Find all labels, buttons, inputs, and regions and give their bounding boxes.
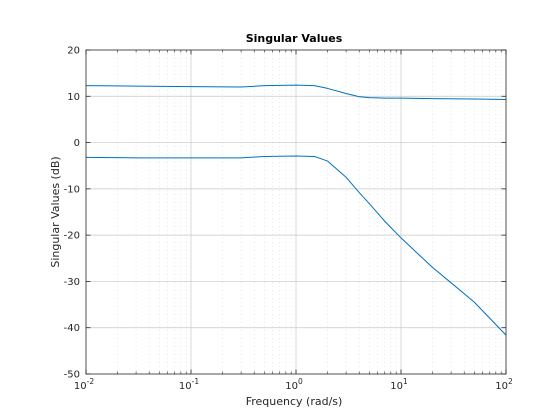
major-grid [86,50,506,374]
y-tick-label: -20 [64,231,80,242]
series-layer [85,84,507,336]
tick-marks [85,49,507,375]
x-tick-label: 10-1 [179,377,199,392]
x-tick-label: 101 [390,377,408,392]
x-tick-labels: 10-2 10-1 100 101 102 [74,377,513,392]
y-tick-label: 0 [74,138,80,149]
singular-value-line-2 [85,155,507,336]
y-tick-label: 20 [67,46,80,57]
y-tick-label: -10 [64,184,80,195]
x-tick-label: 100 [285,377,303,392]
x-tick-label: 10-2 [74,377,94,392]
y-tick-labels: 20 10 0 -10 -20 -30 -40 -50 [64,46,80,381]
y-axis-label: Singular Values (dB) [49,156,62,267]
y-tick-label: 10 [67,92,80,103]
singular-value-line-1 [85,84,507,101]
y-tick-label: -30 [64,277,80,288]
y-tick-label: -40 [64,323,80,334]
y-tick-label: -50 [64,370,80,381]
x-tick-label: 102 [495,377,513,392]
x-axis-label: Frequency (rad/s) [246,395,343,408]
chart-title: Singular Values [246,32,343,45]
